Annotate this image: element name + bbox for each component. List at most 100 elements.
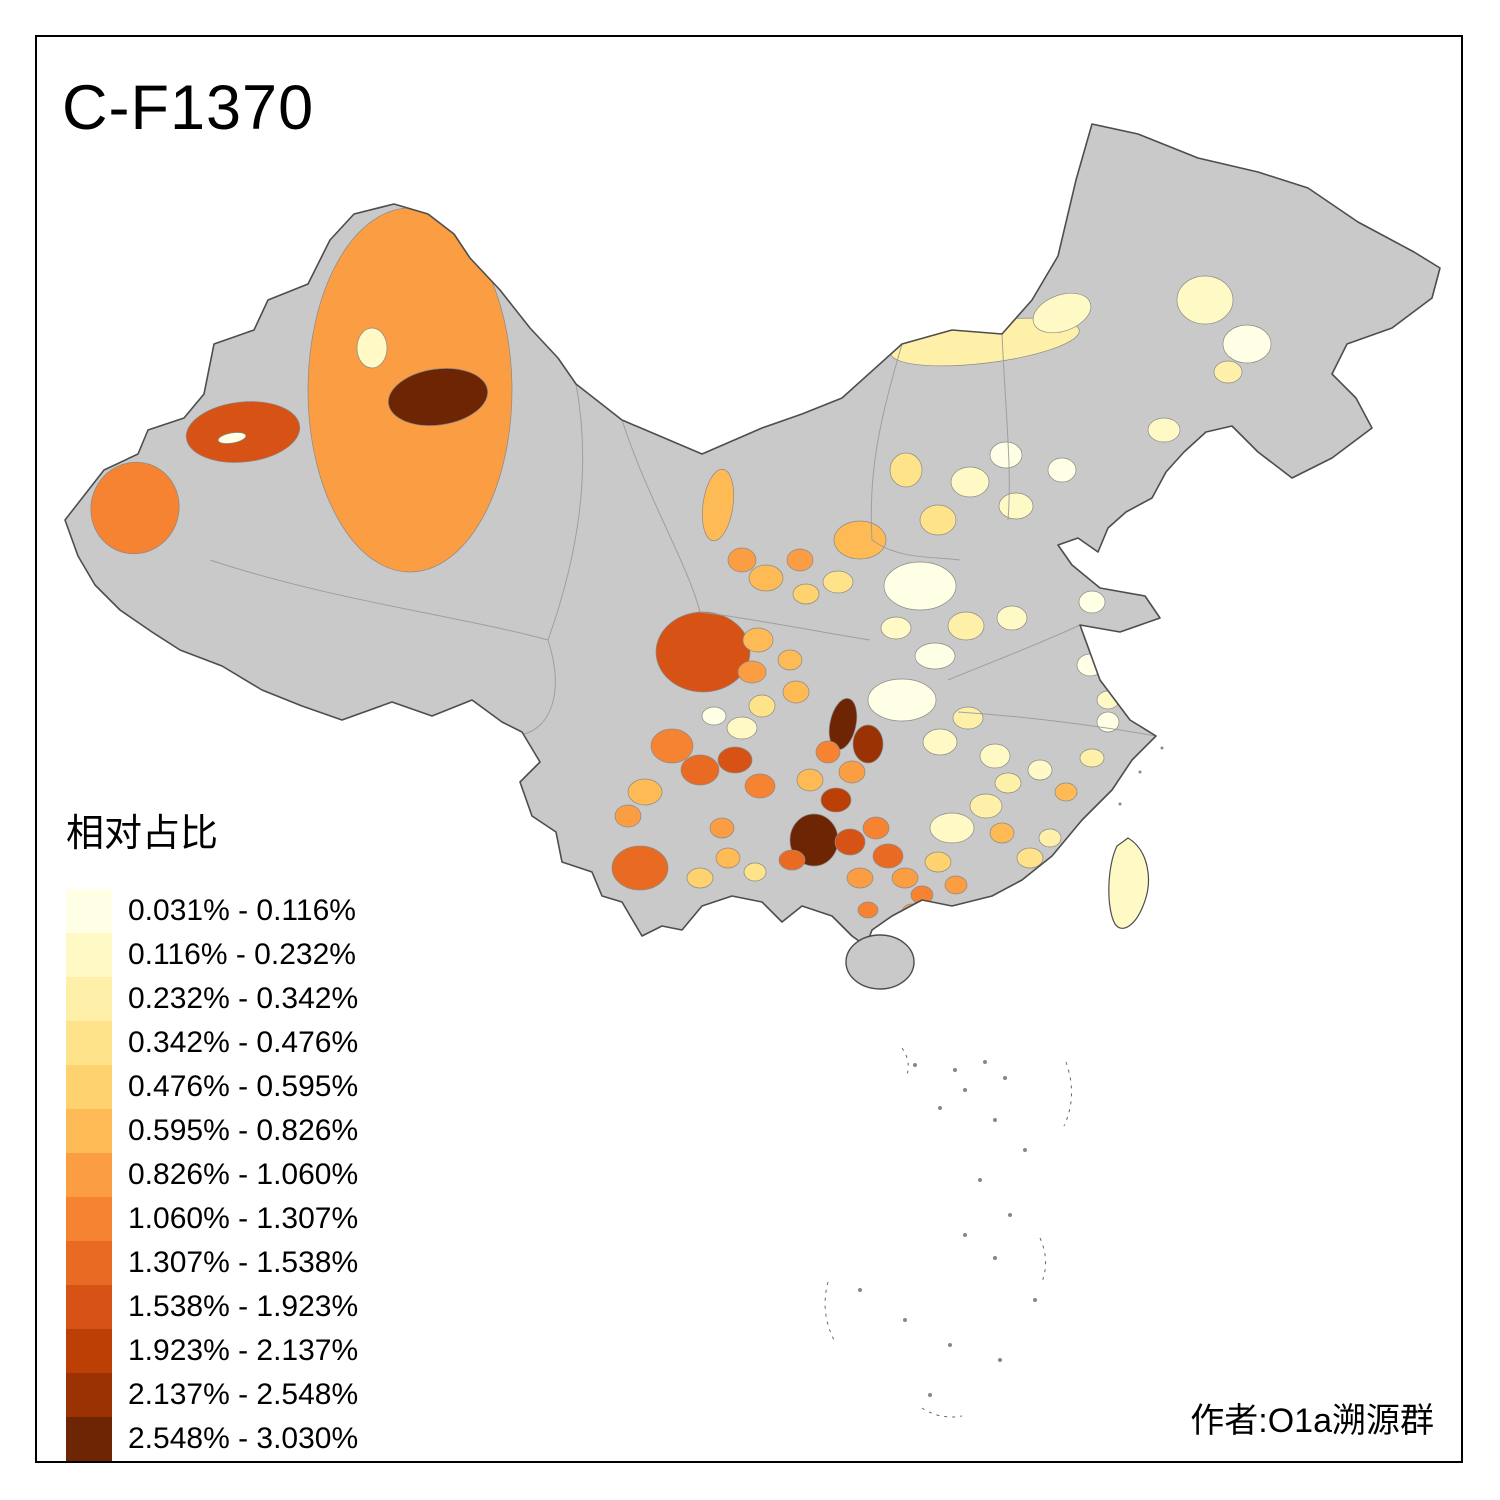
- legend-label: 0.476% - 0.595%: [128, 1070, 359, 1103]
- map-region: [834, 828, 866, 856]
- legend-label: 0.116% - 0.232%: [128, 938, 356, 971]
- map-region: [815, 740, 841, 764]
- legend-row: 1.060% - 1.307%: [66, 1197, 358, 1241]
- legend-swatch: [66, 933, 112, 977]
- legend-row: 1.923% - 2.137%: [66, 1329, 358, 1373]
- legend-swatch: [66, 889, 112, 933]
- hainan-island: [845, 934, 915, 990]
- map-region: [1047, 457, 1077, 483]
- map-region: [838, 760, 866, 784]
- legend-rows: 0.031% - 0.116% 0.116% - 0.232% 0.232% - 0…: [66, 889, 358, 1461]
- map-region: [880, 616, 912, 640]
- legend-label: 2.137% - 2.548%: [128, 1378, 359, 1411]
- map-region: [786, 548, 814, 572]
- map-region: [90, 461, 180, 555]
- map-region: [867, 678, 937, 722]
- legend-row: 2.137% - 2.548%: [66, 1373, 358, 1417]
- map-region: [952, 706, 984, 730]
- map-region: [185, 401, 301, 463]
- legend-swatch: [66, 1109, 112, 1153]
- map-region: [994, 772, 1022, 794]
- legend-swatch: [66, 1285, 112, 1329]
- map-region: [1176, 275, 1234, 325]
- map-region: [922, 728, 958, 756]
- legend-label: 1.538% - 1.923%: [128, 1290, 359, 1323]
- attribution: 作者:O1a溯源群: [1190, 1402, 1434, 1440]
- legend-label: 0.595% - 0.826%: [128, 1114, 359, 1147]
- map-region: [969, 793, 1003, 819]
- map-region: [742, 627, 774, 653]
- map-region: [1123, 545, 1149, 567]
- legend-label: 0.342% - 0.476%: [128, 1026, 359, 1059]
- map-region: [914, 642, 956, 670]
- map-region: [744, 773, 776, 799]
- legend-row: 0.826% - 1.060%: [66, 1153, 358, 1197]
- province-borders-layer: [209, 333, 1157, 737]
- legend-label: 0.031% - 0.116%: [128, 894, 356, 927]
- map-region: [883, 561, 957, 611]
- map-region: [833, 520, 887, 560]
- map-region: [356, 327, 388, 369]
- legend-label: 0.232% - 0.342%: [128, 982, 359, 1015]
- map-region: [857, 901, 879, 919]
- map-region: [852, 724, 884, 764]
- legend-label: 1.307% - 1.538%: [128, 1246, 359, 1279]
- map-region: [726, 716, 758, 740]
- map-region: [792, 583, 820, 605]
- legend-row: 0.116% - 0.232%: [66, 933, 358, 977]
- map-region: [947, 611, 985, 641]
- legend-title: 相对占比: [66, 813, 219, 855]
- map-region: [709, 817, 735, 839]
- map-region: [611, 845, 669, 891]
- map-region: [822, 570, 854, 594]
- map-region: [889, 452, 923, 488]
- map-region: [717, 746, 753, 774]
- map-region: [650, 728, 694, 764]
- taiwan-island: [1108, 837, 1149, 929]
- legend-row: 1.307% - 1.538%: [66, 1241, 358, 1285]
- map-region: [872, 843, 904, 869]
- map-region: [686, 867, 714, 889]
- legend-row: 0.595% - 0.826%: [66, 1109, 358, 1153]
- map-region: [1032, 292, 1092, 334]
- map-region: [1134, 684, 1158, 716]
- map-region: [748, 564, 784, 592]
- map-region: [680, 754, 720, 786]
- map-region: [989, 822, 1015, 844]
- map-region: [627, 778, 663, 806]
- map-region: [1213, 360, 1243, 384]
- map-region: [217, 432, 247, 444]
- map-region: [777, 649, 803, 671]
- map-region: [901, 903, 923, 921]
- map-region: [944, 875, 968, 895]
- map-region: [989, 441, 1023, 469]
- plot-frame: [35, 35, 1463, 1463]
- map-region: [1038, 828, 1062, 848]
- map-region: [929, 812, 975, 844]
- map-region: [996, 605, 1028, 631]
- legend-row: 0.232% - 0.342%: [66, 977, 358, 1021]
- map-region: [701, 468, 735, 542]
- map-region: [846, 867, 874, 889]
- map-region: [919, 504, 957, 536]
- legend-swatch: [66, 1373, 112, 1417]
- map-region: [924, 851, 952, 873]
- map-region: [748, 694, 776, 718]
- legend-row: 2.548% - 3.030%: [66, 1417, 358, 1461]
- map-region: [820, 787, 852, 813]
- map-region: [1076, 653, 1104, 677]
- legend-swatch: [66, 1021, 112, 1065]
- legend-swatch: [66, 1329, 112, 1373]
- legend-swatch: [66, 1197, 112, 1241]
- map-region: [862, 816, 890, 840]
- legend-swatch: [66, 977, 112, 1021]
- map-region: [1147, 417, 1181, 443]
- legend-label: 2.548% - 3.030%: [128, 1422, 359, 1455]
- map-region: [1222, 324, 1272, 364]
- map-region: [979, 743, 1011, 769]
- map-region: [737, 660, 767, 684]
- national-border: [64, 123, 1441, 947]
- legend-swatch: [66, 1065, 112, 1109]
- map-region: [701, 706, 727, 726]
